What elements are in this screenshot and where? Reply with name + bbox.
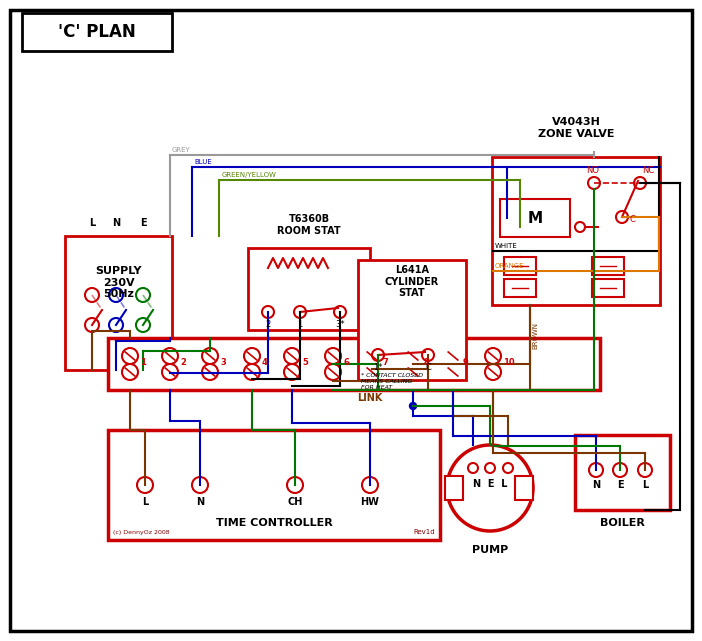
Text: N  E  L: N E L [472, 479, 508, 489]
Text: 1: 1 [298, 320, 303, 329]
Text: 3: 3 [220, 358, 226, 367]
Text: 9: 9 [463, 358, 469, 367]
Text: 3*: 3* [335, 320, 345, 329]
Text: 8: 8 [423, 358, 429, 367]
FancyBboxPatch shape [65, 236, 172, 370]
FancyBboxPatch shape [10, 10, 692, 631]
Text: N: N [112, 218, 120, 228]
FancyBboxPatch shape [592, 279, 624, 297]
Text: T6360B
ROOM STAT: T6360B ROOM STAT [277, 214, 340, 236]
FancyBboxPatch shape [515, 476, 533, 500]
FancyBboxPatch shape [504, 279, 536, 297]
Text: 10: 10 [503, 358, 515, 367]
Text: NO: NO [586, 166, 599, 175]
FancyBboxPatch shape [248, 248, 370, 330]
Text: 1: 1 [140, 358, 146, 367]
Text: L: L [89, 218, 95, 228]
Circle shape [409, 403, 416, 410]
Text: 1*: 1* [373, 363, 383, 372]
Text: M: M [527, 210, 543, 226]
FancyBboxPatch shape [358, 260, 466, 380]
Text: CH: CH [287, 497, 303, 507]
Text: BOILER: BOILER [600, 518, 645, 528]
Text: L: L [642, 480, 648, 490]
Text: (c) DennyOz 2008: (c) DennyOz 2008 [113, 530, 170, 535]
Text: HW: HW [361, 497, 380, 507]
FancyBboxPatch shape [575, 435, 670, 510]
FancyBboxPatch shape [504, 257, 536, 275]
FancyBboxPatch shape [108, 430, 440, 540]
Text: L641A
CYLINDER
STAT: L641A CYLINDER STAT [385, 265, 439, 298]
FancyBboxPatch shape [108, 338, 600, 390]
Text: E: E [616, 480, 623, 490]
FancyBboxPatch shape [22, 13, 172, 51]
Text: LINK: LINK [357, 393, 383, 403]
FancyBboxPatch shape [445, 476, 463, 500]
Text: ORANGE: ORANGE [495, 263, 524, 269]
Text: Rev1d: Rev1d [413, 529, 435, 535]
Text: E: E [140, 218, 146, 228]
Text: TIME CONTROLLER: TIME CONTROLLER [216, 518, 332, 528]
Text: 2: 2 [265, 320, 271, 329]
FancyBboxPatch shape [492, 157, 660, 305]
Text: WHITE: WHITE [495, 243, 518, 249]
Text: 5: 5 [302, 358, 308, 367]
Text: 4: 4 [262, 358, 268, 367]
FancyBboxPatch shape [500, 199, 570, 237]
Text: * CONTACT CLOSED
MEANS CALLING
FOR HEAT: * CONTACT CLOSED MEANS CALLING FOR HEAT [361, 373, 423, 390]
Text: NC: NC [642, 166, 654, 175]
Text: C: C [425, 363, 431, 372]
Text: 'C' PLAN: 'C' PLAN [58, 23, 136, 41]
Text: GREEN/YELLOW: GREEN/YELLOW [222, 172, 277, 178]
Text: N: N [196, 497, 204, 507]
Text: N: N [592, 480, 600, 490]
Text: L: L [142, 497, 148, 507]
Text: BROWN: BROWN [532, 322, 538, 349]
Text: 6: 6 [343, 358, 349, 367]
Text: PUMP: PUMP [472, 545, 508, 555]
Text: 7: 7 [382, 358, 388, 367]
Text: 2: 2 [180, 358, 186, 367]
Text: BLUE: BLUE [194, 159, 212, 165]
Text: C: C [630, 215, 636, 224]
Text: GREY: GREY [172, 147, 191, 153]
Text: SUPPLY
230V
50Hz: SUPPLY 230V 50Hz [95, 266, 142, 299]
FancyBboxPatch shape [592, 257, 624, 275]
Text: V4043H
ZONE VALVE: V4043H ZONE VALVE [538, 117, 614, 139]
